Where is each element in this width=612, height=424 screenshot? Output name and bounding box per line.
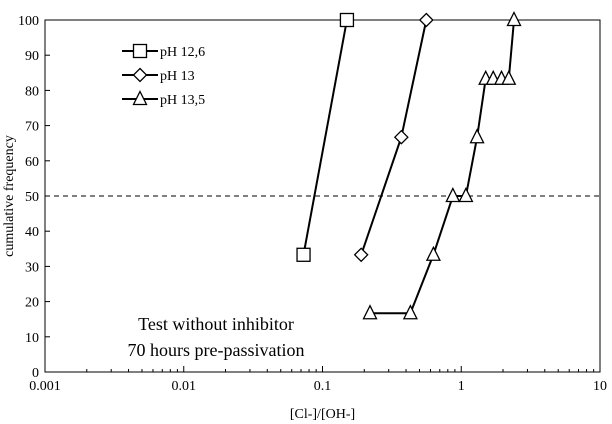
y-axis-ticks: 0 10 20 30 40 50 60 70 80 90 100: [18, 14, 50, 381]
y-tick-label: 70: [25, 120, 39, 135]
y-tick-label: 20: [25, 296, 39, 311]
data-point-triangle: [402, 304, 418, 320]
y-tick-label: 80: [25, 84, 39, 99]
x-axis-title: [Cl-]/[OH-]: [290, 407, 355, 422]
x-tick-label: 10: [593, 379, 607, 394]
x-tick-label: 0.001: [29, 379, 61, 394]
legend-label: pH 13,5: [160, 93, 205, 108]
legend-item: pH 12,6: [122, 43, 205, 60]
x-tick-label: 1: [458, 379, 465, 394]
legend-label: pH 12,6: [160, 45, 205, 60]
y-tick-label: 30: [25, 260, 39, 275]
y-tick-label: 90: [25, 49, 39, 64]
y-axis-title: cumulative frequency: [2, 135, 17, 257]
series-group: [296, 11, 522, 320]
series-1: [296, 12, 355, 262]
legend-marker-square: [132, 43, 148, 59]
data-point-triangle: [501, 69, 517, 85]
data-point-triangle: [458, 187, 474, 203]
annotation-line: 70 hours pre-passivation: [128, 340, 305, 360]
data-point-triangle: [362, 304, 378, 320]
legend-label: pH 13: [160, 69, 195, 84]
series-2: [353, 12, 434, 263]
data-point-diamond: [418, 12, 434, 28]
data-point-diamond: [393, 129, 409, 145]
data-point-triangle: [425, 245, 441, 261]
legend-item: pH 13: [122, 67, 195, 84]
x-axis-ticks: 0.001 0.01 0.1 1 10: [29, 366, 607, 394]
y-tick-label: 50: [25, 190, 39, 205]
series-3: [362, 11, 522, 320]
data-point-square: [339, 12, 355, 28]
legend-marker-triangle: [132, 90, 148, 106]
x-tick-label: 0.1: [314, 379, 332, 394]
data-point-triangle: [506, 11, 522, 27]
x-tick-label: 0.01: [172, 379, 197, 394]
data-point-square: [296, 247, 311, 262]
legend-marker-diamond: [132, 67, 148, 83]
annotation-line: Test without inhibitor: [138, 314, 294, 334]
series-line: [302, 19, 348, 255]
y-tick-label: 60: [25, 155, 39, 170]
annotations: Test without inhibitor 70 hours pre-passi…: [128, 314, 305, 360]
legend-item: pH 13,5: [122, 90, 205, 108]
y-tick-label: 10: [25, 331, 39, 346]
data-point-triangle: [445, 187, 461, 203]
legend: pH 12,6 pH 13 pH 13,5: [122, 43, 205, 108]
y-tick-label: 40: [25, 225, 39, 240]
y-tick-label: 100: [18, 14, 39, 29]
data-point-diamond: [353, 247, 369, 263]
y-tick-label: 0: [32, 366, 39, 381]
data-point-triangle: [469, 128, 485, 144]
